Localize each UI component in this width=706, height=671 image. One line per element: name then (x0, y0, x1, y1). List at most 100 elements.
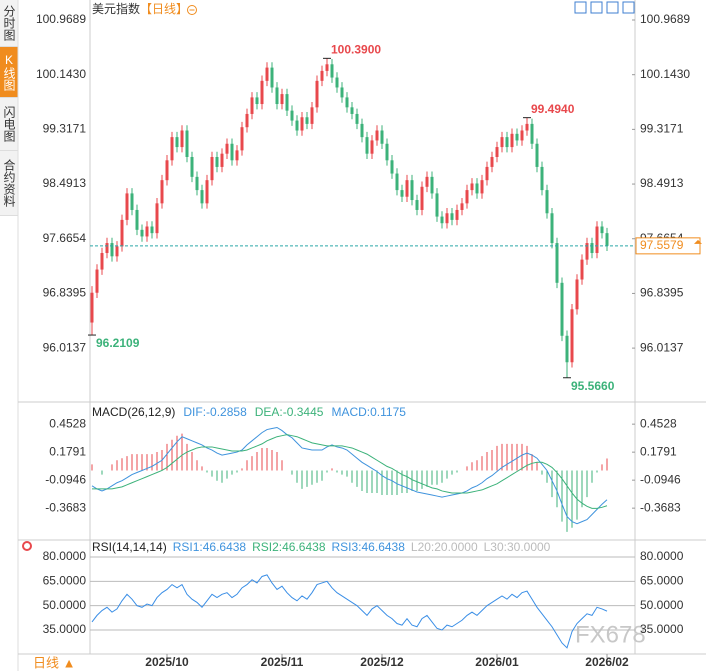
candle-body (560, 282, 564, 336)
candle-body (600, 226, 604, 234)
candle-body (365, 137, 369, 154)
candle-body (280, 94, 284, 105)
period-switch[interactable]: 日线 ▲ (33, 655, 75, 670)
y-tick-label: 100.9689 (640, 12, 690, 26)
annotation: 95.5660 (571, 379, 615, 393)
candle-body (100, 253, 104, 270)
candle-body (430, 176, 434, 194)
candle-body (335, 77, 339, 88)
tab[interactable]: 分时图 (0, 0, 18, 47)
candle-body (110, 243, 114, 257)
legend-entry: L20:20.0000 (411, 540, 478, 554)
y-tick-label: 65.0000 (640, 574, 684, 588)
candle-body (145, 226, 149, 237)
macd-line (92, 434, 608, 509)
y-tick-label: 0.4528 (49, 416, 86, 430)
candle-body (400, 190, 404, 197)
candle-body (555, 243, 559, 283)
y-tick-label: 0.1791 (640, 444, 677, 458)
candle-body (425, 176, 429, 187)
y-tick-label: 99.3171 (43, 122, 87, 136)
y-tick-label: 35.0000 (640, 622, 684, 636)
legend-entry: DIF:-0.2858 (183, 405, 247, 419)
candle-body (250, 97, 254, 114)
y-tick-label: 99.3171 (640, 122, 684, 136)
tool-icon[interactable] (622, 1, 635, 14)
candle-body (535, 143, 539, 167)
candle-body (90, 292, 94, 323)
tab[interactable]: K线图 (0, 47, 18, 98)
x-tick-label: 2026/01 (475, 655, 519, 669)
candle-body (235, 150, 239, 161)
candle-body (290, 110, 294, 121)
candle-body (465, 190, 469, 204)
candle-body (575, 279, 579, 310)
candle-body (550, 213, 554, 244)
candle-body (195, 176, 199, 191)
candle-body (415, 200, 419, 210)
candle-body (500, 137, 504, 148)
sidebar: 分时图 K线图 闪电图 合约资料 (0, 0, 18, 216)
x-tick-label: 2025/11 (261, 655, 304, 669)
candle-body (360, 123, 364, 138)
tool-icon[interactable] (590, 1, 603, 14)
candle-body (510, 133, 514, 148)
candle-body (355, 113, 359, 124)
candle-body (515, 133, 519, 141)
y-tick-label: 80.0000 (640, 549, 684, 563)
period[interactable]: 【日线】 (140, 2, 188, 16)
tab[interactable]: 合约资料 (0, 151, 18, 216)
rsi-line (91, 574, 608, 649)
candle-body (520, 130, 524, 141)
candle-body (450, 213, 454, 220)
candle-body (190, 156, 194, 177)
annotation: 96.2109 (96, 336, 140, 350)
candle-body (260, 80, 264, 105)
candle-body (105, 243, 109, 254)
candle-body (325, 64, 329, 71)
candle-body (495, 147, 499, 157)
candle-body (240, 127, 244, 151)
candle-body (310, 107, 314, 124)
x-tick-label: 2025/12 (360, 655, 404, 669)
y-tick-label: 96.8395 (640, 286, 684, 300)
candle-body (380, 130, 384, 144)
candle-body (350, 107, 354, 114)
candle-body (295, 120, 299, 131)
candle-body (185, 130, 189, 157)
candle-body (485, 166, 489, 181)
y-tick-label: 100.1430 (36, 67, 86, 81)
legend-entry: RSI2:46.6438 (252, 540, 326, 554)
y-tick-label: 97.6654 (43, 231, 87, 245)
candle-body (405, 180, 409, 197)
candle-body (170, 137, 174, 161)
y-tick-label: 50.0000 (43, 598, 87, 612)
candle-body (345, 97, 349, 108)
candle-body (320, 70, 324, 81)
candle-body (300, 117, 304, 131)
candle-body (375, 130, 379, 141)
legend-entry: MACD:0.1175 (331, 405, 406, 419)
candle-body (275, 87, 279, 105)
candle-body (120, 219, 124, 247)
zoom-icon[interactable] (187, 5, 197, 15)
last-price-label: 97.5579 (640, 238, 684, 252)
candle-body (480, 180, 484, 194)
tool-icon[interactable] (606, 1, 619, 14)
candle-body (590, 243, 594, 254)
candle-body (215, 156, 219, 167)
candle-body (605, 233, 609, 246)
candle-body (330, 64, 334, 78)
y-tick-label: -0.0946 (640, 472, 681, 486)
candle-body (160, 180, 164, 204)
candle-body (140, 229, 144, 237)
candle-body (180, 130, 184, 148)
candle-body (255, 97, 259, 105)
candle-body (385, 143, 389, 161)
legend-entry: RSI3:46.6438 (332, 540, 406, 554)
tool-icon[interactable] (574, 1, 587, 14)
candle-body (505, 137, 509, 148)
settings-icon[interactable] (22, 541, 32, 551)
tab[interactable]: 闪电图 (0, 98, 18, 151)
